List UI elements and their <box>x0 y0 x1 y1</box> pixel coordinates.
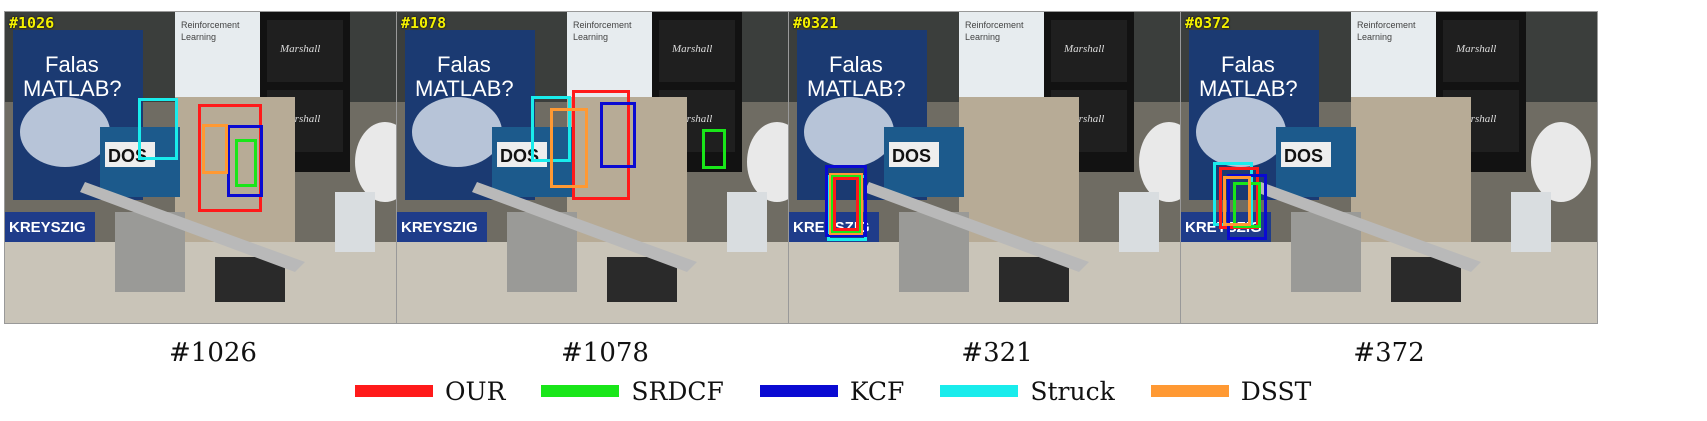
frame-caption-1: #1026 <box>169 338 257 368</box>
scene-image: Falas MATLAB? Reinforcement Learning Mar… <box>1181 12 1597 323</box>
bbox-kcf <box>600 102 636 168</box>
poster-text: Falas <box>437 52 491 77</box>
book-title: Reinforcement <box>965 20 1024 30</box>
legend-label-srdcf: SRDCF <box>631 376 724 406</box>
poster-text: Falas <box>1221 52 1275 77</box>
bbox-our <box>833 177 859 231</box>
poster-text-2: MATLAB? <box>23 76 122 101</box>
poster-text: Falas <box>45 52 99 77</box>
legend-label-dsst: DSST <box>1240 376 1312 406</box>
legend-label-struck: Struck <box>1030 376 1115 406</box>
book-title-2: Learning <box>181 32 216 42</box>
legend-swatch-struck <box>940 385 1019 397</box>
frame-number: #1078 <box>401 14 447 32</box>
legend-label-our: OUR <box>445 376 506 406</box>
tracking-frame-2: Falas MATLAB? Reinforcement Learning Mar… <box>396 11 814 324</box>
frame-number: #1026 <box>9 14 55 32</box>
bbox-srdcf <box>702 129 726 169</box>
amp-brand: Marshall <box>1063 43 1104 55</box>
legend-swatch-our <box>355 385 433 397</box>
kreyszig-label: KREYSZIG <box>9 219 86 236</box>
bbox-kcf <box>825 165 867 237</box>
bbox-kcf <box>227 125 263 197</box>
bbox-our <box>572 90 630 200</box>
dos-label: DOS <box>108 146 147 166</box>
legend-label-kcf: KCF <box>849 376 905 406</box>
scene-image: Falas MATLAB? Reinforcement Learning Mar… <box>397 12 813 323</box>
bbox-dsst <box>550 108 588 188</box>
poster-text-2: MATLAB? <box>807 76 906 101</box>
bbox-srdcf <box>831 175 861 233</box>
amp-brand: Marshall <box>279 43 320 55</box>
frame-number: #0321 <box>793 14 839 32</box>
book-title: Reinforcement <box>1357 20 1416 30</box>
bbox-kcf <box>1227 174 1267 240</box>
legend-item-kcf: KCF <box>759 376 905 406</box>
tracking-frame-4: Falas MATLAB? Reinforcement Learning Mar… <box>1180 11 1598 324</box>
kreyszig-label: KREYSZIG <box>401 219 478 236</box>
legend-swatch-dsst <box>1150 385 1229 397</box>
bbox-srdcf <box>1233 182 1261 228</box>
legend-item-dsst: DSST <box>1150 376 1312 406</box>
legend-item-struck: Struck <box>940 376 1115 406</box>
amp-brand: Marshall <box>1455 43 1496 55</box>
bbox-dsst <box>202 124 228 174</box>
legend-swatch-kcf <box>759 385 838 397</box>
legend-item-srdcf: SRDCF <box>541 376 724 406</box>
bbox-dsst <box>1223 176 1251 226</box>
frame-caption-4: #372 <box>1353 338 1425 368</box>
book-title-2: Learning <box>965 32 1000 42</box>
tracking-frame-3: Falas MATLAB? Reinforcement Learning Mar… <box>788 11 1206 324</box>
book-title-2: Learning <box>573 32 608 42</box>
amp-brand: Marshall <box>671 43 712 55</box>
book-title: Reinforcement <box>573 20 632 30</box>
legend-item-our: OUR <box>355 377 505 406</box>
poster-text-2: MATLAB? <box>1199 76 1298 101</box>
dos-label: DOS <box>500 146 539 166</box>
frame-number: #0372 <box>1185 14 1231 32</box>
poster-text-2: MATLAB? <box>415 76 514 101</box>
book-title-2: Learning <box>1357 32 1392 42</box>
scene-image: Falas MATLAB? Reinforcement Learning Mar… <box>5 12 421 323</box>
dos-label: DOS <box>1284 146 1323 166</box>
dos-label: DOS <box>892 146 931 166</box>
bbox-dsst <box>829 173 863 235</box>
tracking-frame-1: Falas MATLAB? Reinforcement Learning Mar… <box>4 11 422 324</box>
bbox-struck <box>138 98 178 160</box>
scene-image: Falas MATLAB? Reinforcement Learning Mar… <box>789 12 1205 323</box>
poster-text: Falas <box>829 52 883 77</box>
frame-caption-2: #1078 <box>561 338 649 368</box>
legend: OUR SRDCF KCF Struck DSST <box>355 375 1347 407</box>
bbox-srdcf <box>235 139 257 187</box>
book-title: Reinforcement <box>181 20 240 30</box>
legend-swatch-srdcf <box>541 385 620 397</box>
frame-caption-3: #321 <box>961 338 1033 368</box>
